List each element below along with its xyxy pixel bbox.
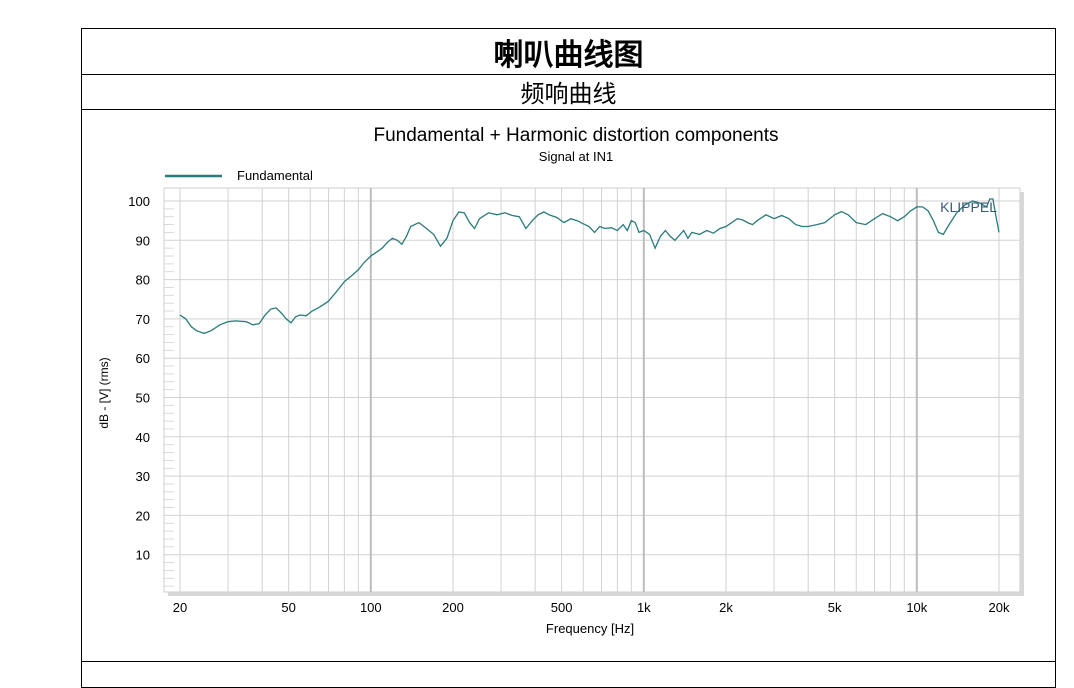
y-tick-label: 50 — [136, 391, 150, 406]
x-axis-label: Frequency [Hz] — [546, 621, 634, 636]
x-tick-label: 20 — [173, 600, 187, 615]
y-tick-label: 20 — [136, 508, 150, 523]
x-tick-label: 5k — [828, 600, 842, 615]
y-tick-label: 80 — [136, 273, 150, 288]
document-subtitle: 频响曲线 — [82, 74, 1055, 110]
x-tick-label: 10k — [906, 600, 927, 615]
table-divider — [82, 661, 1055, 662]
x-tick-labels: 20 50 100 200 500 1k 2k 5k 10k 20k — [173, 600, 1010, 615]
y-tick-label: 100 — [128, 194, 150, 209]
watermark-text: KLIPPEL — [940, 199, 997, 215]
chart-title: Fundamental + Harmonic distortion compon… — [373, 125, 778, 146]
y-axis-label: dB - [V] (rms) — [97, 357, 111, 428]
chart-subtitle: Signal at IN1 — [539, 149, 613, 164]
x-tick-label: 20k — [989, 600, 1010, 615]
x-tick-label: 500 — [551, 600, 573, 615]
x-tick-label: 2k — [719, 600, 733, 615]
x-tick-label: 100 — [360, 600, 382, 615]
document-title: 喇叭曲线图 — [82, 29, 1055, 75]
x-tick-label: 200 — [442, 600, 464, 615]
y-tick-label: 10 — [136, 548, 150, 563]
x-tick-label: 50 — [281, 600, 295, 615]
y-tick-label: 70 — [136, 312, 150, 327]
y-tick-label: 30 — [136, 469, 150, 484]
plot-background — [163, 187, 1021, 593]
y-tick-label: 40 — [136, 430, 150, 445]
legend-label: Fundamental — [237, 168, 313, 183]
y-tick-labels: 10 20 30 40 50 60 70 80 90 100 — [128, 194, 150, 563]
x-tick-label: 1k — [637, 600, 651, 615]
grid — [164, 188, 1020, 592]
frequency-response-chart: Fundamental + Harmonic distortion compon… — [97, 125, 1024, 636]
y-tick-label: 90 — [136, 233, 150, 248]
series-line-fundamental — [179, 198, 1000, 335]
plot-area: 10 20 30 40 50 60 70 80 90 100 20 50 100 200 500 1k 2k 5… — [128, 187, 1024, 615]
y-tick-label: 60 — [136, 351, 150, 366]
